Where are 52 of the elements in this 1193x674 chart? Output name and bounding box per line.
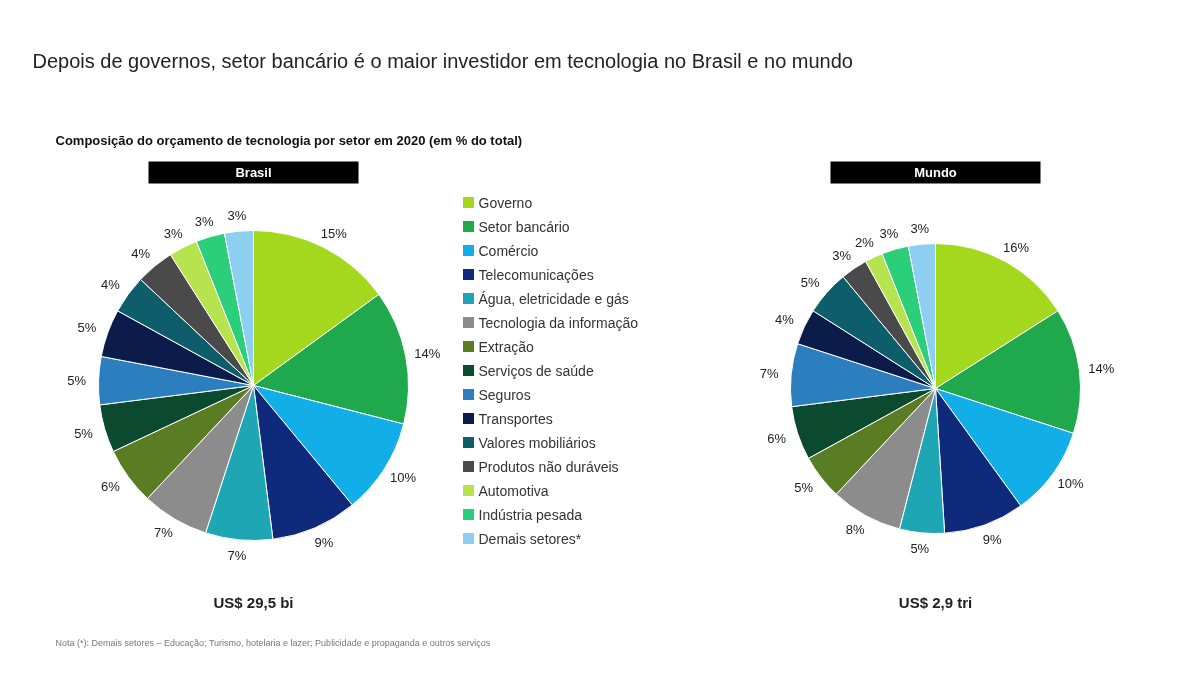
- legend-label: Produtos não duráveis: [478, 458, 619, 475]
- data-label: 5%: [800, 274, 821, 290]
- legend-label: Demais setores*: [478, 530, 582, 547]
- data-label: 2%: [855, 235, 875, 251]
- legend-label: Setor bancário: [478, 218, 570, 235]
- data-label: 3%: [910, 220, 930, 236]
- legend-label: Seguros: [478, 386, 531, 403]
- data-label: 3%: [163, 225, 183, 241]
- data-label: 9%: [314, 534, 334, 550]
- text: Composição do orçamento de tecnologia por setor em 2020 (em % do total): [55, 133, 523, 148]
- data-label: 3%: [832, 247, 852, 263]
- data-label: 4%: [775, 312, 795, 328]
- legend-label: Valores mobiliários: [478, 434, 596, 451]
- text: US$ 29,5 bi: [213, 594, 294, 611]
- data-label: 16%: [1002, 239, 1030, 255]
- legend-label: Comércio: [478, 242, 539, 259]
- legend-label: Tecnologia da informação: [478, 314, 639, 331]
- data-label: 9%: [982, 532, 1002, 548]
- data-label: 7%: [759, 365, 780, 381]
- data-label: 3%: [879, 226, 899, 242]
- data-label: 10%: [1057, 475, 1085, 491]
- data-label: 5%: [67, 372, 87, 388]
- chart-title: Brasil: [235, 165, 272, 180]
- legend-label: Água, eletricidade e gás: [478, 290, 629, 307]
- data-label: 4%: [100, 277, 121, 293]
- legend-label: Transportes: [478, 410, 553, 427]
- data-label: 6%: [767, 430, 787, 446]
- legend-label: Indústria pesada: [478, 506, 583, 523]
- data-label: 4%: [131, 246, 151, 262]
- data-label: 14%: [414, 345, 441, 361]
- legend-label: Automotiva: [478, 482, 549, 499]
- chart-title: Mundo: [914, 165, 957, 180]
- data-label: 3%: [227, 207, 247, 223]
- legend-label: Telecomunicações: [478, 266, 594, 283]
- data-label: 3%: [194, 213, 214, 229]
- data-label: 5%: [794, 479, 814, 495]
- legend-label: Serviços de saúde: [478, 362, 594, 379]
- text: Nota (*): Demais setores – Educação; Turismo, hotelaria e lazer; Publicidade e propaganda e outros serviços: [55, 637, 491, 648]
- data-label: 7%: [154, 525, 174, 541]
- text: Depois de governos, setor bancário é o maior investidor em tecnologia no Brasil e no mundo: [32, 49, 853, 72]
- data-label: 5%: [910, 541, 930, 557]
- data-label: 5%: [77, 320, 97, 336]
- data-label: 15%: [320, 225, 348, 241]
- data-label: 6%: [100, 478, 121, 494]
- data-label: 8%: [845, 522, 865, 538]
- legend-label: Governo: [478, 194, 533, 211]
- data-label: 7%: [227, 548, 247, 564]
- text: US$ 2,9 tri: [898, 594, 973, 611]
- data-label: 5%: [74, 425, 94, 441]
- legend-label: Extração: [478, 338, 534, 355]
- data-label: 10%: [389, 469, 417, 485]
- data-label: 14%: [1088, 360, 1115, 376]
